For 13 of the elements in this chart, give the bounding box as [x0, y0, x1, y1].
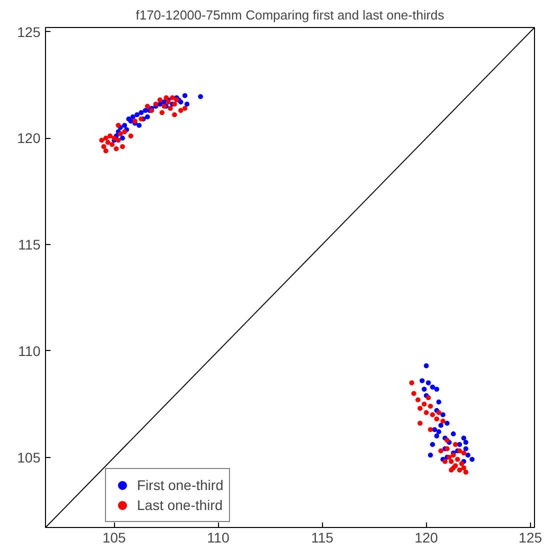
chart-title: f170-12000-75mm Comparing first and last one-thirds — [136, 8, 445, 22]
y-tick-label: 120 — [17, 130, 41, 146]
x-tick-label: 120 — [414, 530, 438, 546]
y-tick-label: 105 — [17, 449, 41, 466]
y-tick-label: 110 — [18, 342, 41, 359]
x-tick-label: 125 — [518, 530, 542, 546]
legend-label: First one-third — [137, 477, 224, 493]
x-tick-label: 105 — [102, 530, 126, 546]
y-tick-label: 115 — [18, 236, 41, 253]
x-tick-label: 110 — [207, 530, 230, 546]
y-tick-label: 125 — [17, 24, 41, 40]
x-tick-label: 115 — [311, 530, 334, 546]
legend-label: Last one-third — [137, 497, 223, 513]
